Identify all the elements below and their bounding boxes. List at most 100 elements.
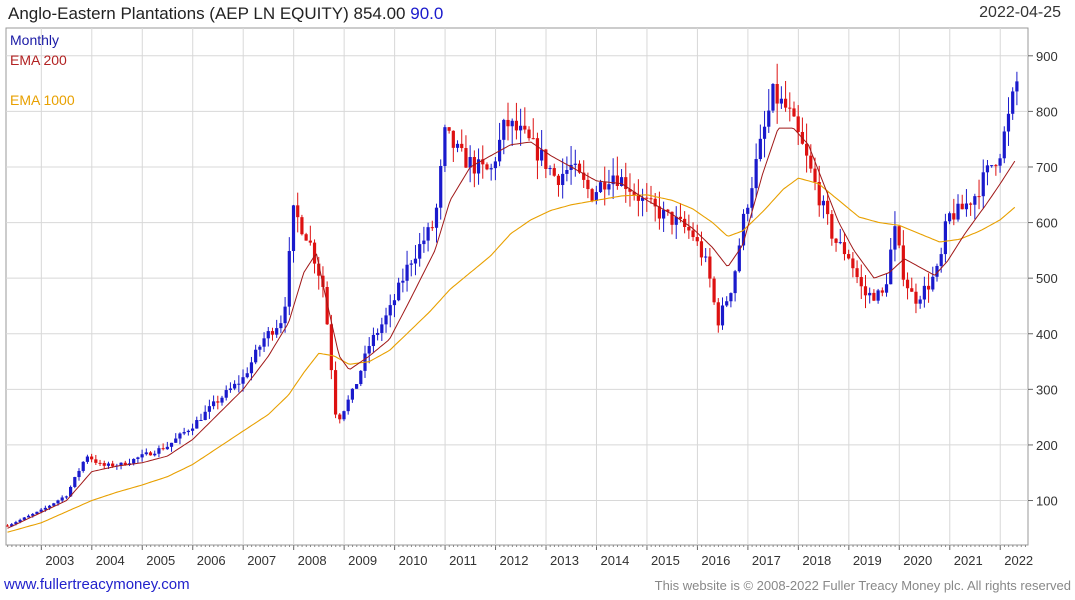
candle-body-down bbox=[556, 175, 561, 186]
candle-body-up bbox=[199, 420, 203, 422]
candle-body-up bbox=[510, 120, 514, 127]
candle-body-down bbox=[834, 238, 838, 243]
candle-body-down bbox=[851, 258, 855, 269]
candle-body-up bbox=[935, 265, 939, 277]
candle-body-up bbox=[594, 192, 598, 201]
x-tick-label: 2009 bbox=[348, 553, 377, 568]
candle-body-up bbox=[211, 401, 216, 407]
candle-body-up bbox=[611, 175, 615, 185]
candle-body-up bbox=[779, 98, 783, 104]
candle-body-up bbox=[397, 282, 401, 301]
copyright-notice: This website is © 2008-2022 Fuller Treac… bbox=[654, 578, 1071, 593]
candle-body-up bbox=[380, 324, 384, 333]
candle-body-down bbox=[531, 138, 535, 140]
candle-body-up bbox=[140, 454, 144, 458]
candle-body-down bbox=[657, 206, 662, 219]
candle-body-up bbox=[931, 276, 935, 290]
x-tick-label: 2019 bbox=[853, 553, 882, 568]
candle-body-up bbox=[493, 161, 497, 169]
candle-body-up bbox=[1002, 131, 1006, 159]
candle-body-up bbox=[619, 177, 624, 187]
candle-body-up bbox=[69, 486, 73, 497]
candle-body-up bbox=[10, 524, 14, 527]
candle-body-down bbox=[523, 125, 527, 130]
candle-body-up bbox=[52, 503, 56, 506]
candle-body-up bbox=[73, 477, 77, 487]
candle-body-up bbox=[287, 251, 291, 307]
candle-body-up bbox=[476, 159, 481, 174]
candle-body-down bbox=[321, 275, 325, 287]
candle-body-up bbox=[203, 411, 207, 421]
candle-body-down bbox=[699, 241, 704, 258]
candle-body-down bbox=[586, 179, 590, 190]
candle-body-down bbox=[111, 463, 115, 467]
candle-body-down bbox=[977, 196, 981, 198]
candle-body-down bbox=[270, 331, 275, 335]
x-tick-label: 2018 bbox=[802, 553, 831, 568]
x-tick-label: 2017 bbox=[752, 553, 781, 568]
y-tick-label: 600 bbox=[1036, 216, 1058, 231]
candle-body-up bbox=[889, 249, 893, 285]
x-tick-label: 2020 bbox=[903, 553, 932, 568]
candle-body-up bbox=[573, 163, 577, 165]
candle-body-up bbox=[413, 258, 418, 264]
candle-body-up bbox=[182, 432, 186, 434]
website-link[interactable]: www.fullertreacymoney.com bbox=[4, 576, 190, 593]
candle-body-down bbox=[855, 268, 859, 278]
x-tick-label: 2007 bbox=[247, 553, 276, 568]
candle-body-up bbox=[725, 301, 729, 306]
candle-body-up bbox=[674, 216, 678, 225]
candle-body-up bbox=[31, 513, 35, 516]
candle-body-down bbox=[716, 302, 720, 326]
candle-body-up bbox=[565, 169, 569, 174]
candle-body-up bbox=[190, 428, 195, 431]
candle-body-down bbox=[90, 456, 94, 460]
x-tick-label: 2021 bbox=[954, 553, 983, 568]
candle-body-up bbox=[439, 165, 443, 208]
candle-body-up bbox=[729, 293, 733, 302]
candle-body-up bbox=[14, 522, 18, 525]
candle-body-up bbox=[737, 245, 741, 272]
candle-body-up bbox=[157, 448, 161, 454]
candle-body-down bbox=[460, 143, 464, 149]
candle-body-up bbox=[388, 305, 392, 316]
x-tick-label: 2008 bbox=[298, 553, 327, 568]
candle-body-up bbox=[371, 334, 376, 347]
candle-body-up bbox=[838, 242, 842, 244]
candle-body-down bbox=[430, 227, 434, 229]
candle-body-up bbox=[762, 126, 767, 139]
x-tick-label: 2013 bbox=[550, 553, 579, 568]
candle-body-up bbox=[283, 306, 287, 324]
chart-title-change: 90.0 bbox=[410, 4, 444, 23]
candle-body-up bbox=[548, 168, 552, 170]
candle-body-down bbox=[308, 240, 312, 243]
y-tick-label: 500 bbox=[1036, 271, 1058, 286]
candle-body-up bbox=[85, 456, 90, 462]
candle-body-up bbox=[153, 453, 157, 456]
candle-body-up bbox=[948, 213, 952, 222]
candle-body-down bbox=[952, 213, 956, 220]
candle-body-up bbox=[376, 332, 380, 335]
candle-body-down bbox=[300, 217, 304, 235]
candle-body-down bbox=[544, 149, 548, 169]
candle-body-down bbox=[464, 148, 468, 168]
candle-body-down bbox=[880, 290, 884, 293]
candle-body-down bbox=[447, 127, 451, 131]
candle-body-up bbox=[275, 328, 279, 335]
x-tick-label: 2015 bbox=[651, 553, 680, 568]
candle-body-up bbox=[767, 110, 771, 127]
chart-title: Anglo-Eastern Plantations (AEP LN EQUITY… bbox=[8, 4, 443, 24]
candle-body-up bbox=[746, 207, 750, 214]
candle-body-up bbox=[918, 299, 922, 304]
legend-ema200: EMA 200 bbox=[10, 52, 67, 68]
candle-body-up bbox=[754, 159, 758, 189]
candle-body-up bbox=[245, 373, 249, 378]
candle-body-up bbox=[884, 284, 889, 293]
x-tick-label: 2022 bbox=[1004, 553, 1033, 568]
candle-body-up bbox=[228, 388, 233, 391]
candle-body-down bbox=[775, 83, 779, 104]
candle-body-down bbox=[148, 452, 153, 456]
candle-body-up bbox=[443, 127, 447, 166]
candle-body-down bbox=[863, 286, 868, 296]
